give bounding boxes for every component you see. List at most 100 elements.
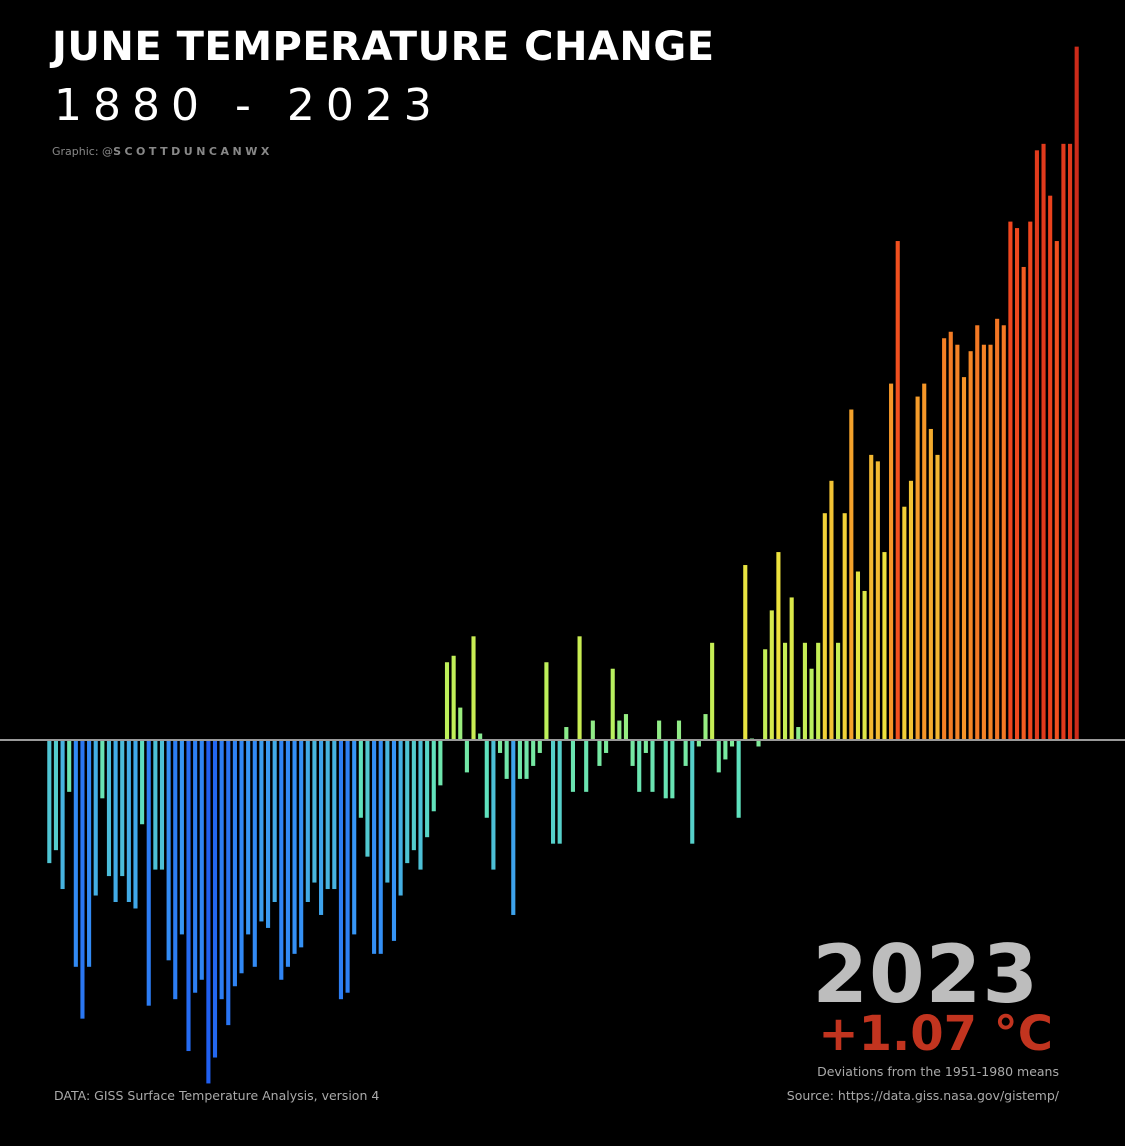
bar-1930 [378,740,383,954]
bar-2003 [862,590,867,740]
credit-prefix: Graphic: @ [52,145,114,158]
bar-1977 [690,740,695,844]
bar-2032 [1054,241,1059,741]
bar-1998 [829,480,834,740]
highlight-year: 2023 [812,928,1039,1021]
bar-1987 [756,740,761,747]
bar-1949 [504,740,509,779]
bar-1936 [418,740,423,870]
bar-1995 [809,668,814,740]
bar-2024 [1001,325,1006,740]
bar-1947 [491,740,496,870]
bar-1916 [285,740,290,967]
bar-2007 [889,383,894,740]
bar-1902 [193,740,198,993]
bar-1946 [484,740,489,818]
bar-1958 [564,727,569,740]
bar-1927 [358,740,363,818]
bar-2015 [942,338,947,740]
bar-1963 [597,740,602,766]
bar-1979 [703,714,708,740]
bar-1913 [265,740,271,928]
bar-2006 [882,552,887,740]
bar-2001 [849,409,854,740]
bar-1887 [93,740,98,896]
bar-1910 [246,740,251,935]
bar-1896 [153,740,158,870]
bar-1890 [113,740,118,902]
bar-1888 [100,740,105,799]
bar-1993 [796,727,801,740]
bar-1988 [763,649,768,740]
bar-1968 [630,740,635,766]
bars-group [47,46,1079,1084]
bar-2029 [1034,150,1039,740]
bar-1892 [126,740,131,902]
bar-1965 [610,668,615,740]
bar-1918 [299,740,304,948]
bar-1984 [736,740,741,818]
bar-1985 [743,565,748,740]
bar-1885 [80,740,85,1019]
bar-1880 [47,740,52,864]
bar-2035 [1074,46,1079,740]
bar-2018 [961,377,967,740]
bar-1970 [643,740,648,753]
bar-1966 [617,720,622,740]
bar-2011 [915,396,920,740]
bar-1940 [444,662,450,740]
bar-1950 [511,740,516,915]
bar-1954 [537,740,542,753]
bar-1944 [471,636,476,740]
bar-1981 [716,740,721,773]
graphic-credit: Graphic: @SCOTTDUNCANWX [52,145,273,158]
bar-1992 [789,597,794,740]
bar-1997 [822,513,827,740]
bar-1903 [199,740,204,980]
bar-1939 [438,740,443,786]
bar-1917 [292,740,297,954]
bar-1937 [425,740,430,838]
bar-1931 [385,740,390,883]
bar-1951 [517,740,522,779]
bar-2020 [975,325,980,740]
chart-title: JUNE TEMPERATURE CHANGE [52,24,715,70]
bar-2009 [902,506,907,740]
bar-2014 [935,454,940,740]
bar-1934 [405,740,410,864]
bar-2002 [855,571,861,740]
bar-1964 [604,740,609,753]
bar-1898 [166,740,171,961]
bar-1957 [557,740,562,844]
bar-1960 [577,636,582,740]
bar-1938 [431,740,436,812]
bar-1941 [451,655,456,740]
bar-1929 [372,740,377,954]
bar-1942 [458,707,463,740]
bar-1882 [60,740,65,890]
bar-1956 [551,740,556,844]
bar-1909 [239,740,244,974]
bar-1969 [637,740,642,792]
bar-1976 [683,740,688,766]
chart-subtitle: 1880 - 2023 [54,80,443,131]
bar-1915 [279,740,284,980]
bar-1953 [531,740,536,766]
bar-1983 [729,740,735,747]
bar-2005 [875,461,880,740]
bar-1952 [524,740,529,779]
bar-1935 [411,740,416,851]
bar-1943 [464,740,469,773]
bar-1889 [106,740,112,877]
bar-1994 [802,642,807,740]
bar-1959 [570,740,575,792]
bar-1962 [590,720,595,740]
bar-1899 [173,740,178,1000]
bar-1921 [319,740,324,915]
bar-1908 [232,740,237,987]
bar-1883 [67,740,72,792]
bar-2019 [968,351,973,740]
bar-1933 [398,740,403,896]
bar-1961 [584,740,589,792]
